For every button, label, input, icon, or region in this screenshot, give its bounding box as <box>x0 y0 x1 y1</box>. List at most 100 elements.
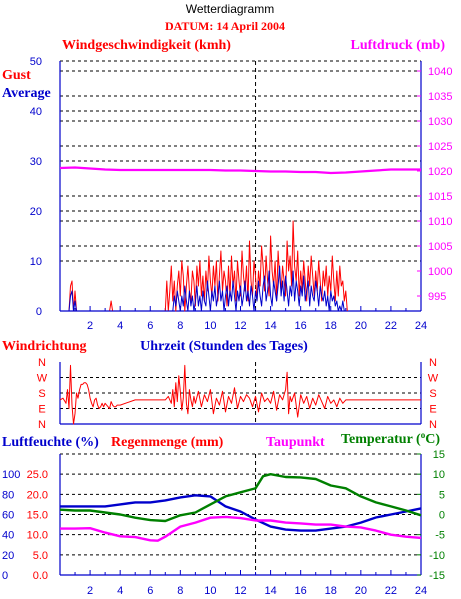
pressure-y-tick-label: 1035 <box>428 91 452 103</box>
pressure-y-tick-label: 1010 <box>428 216 452 228</box>
humidity-y-tick-label: 40 <box>2 530 14 542</box>
humidity-y-tick-label: 20 <box>2 550 14 562</box>
humidity-x-tick-label: 14 <box>264 585 276 597</box>
temp-y-tick-label: 0 <box>439 510 445 522</box>
humidity-y-tick-label: 60 <box>2 510 14 522</box>
temp-y-tick-label: -10 <box>429 550 445 562</box>
direction-y-tick-label-right: N <box>429 357 437 369</box>
wind-x-tick-label: 6 <box>147 320 153 332</box>
direction-y-tick-label-left: N <box>38 419 46 431</box>
direction-y-axis: N NW WS SE EN N <box>37 357 439 431</box>
wind-x-tick-label: 8 <box>177 320 183 332</box>
wind-x-tick-label: 22 <box>385 320 397 332</box>
wind-x-tick-label: 14 <box>264 320 276 332</box>
rain-y-tick-label: 20.0 <box>27 489 48 501</box>
humidity-series <box>59 473 422 542</box>
wind-x-axis: 2 4 6 8 10 12 14 16 18 20 22 24 <box>74 306 427 332</box>
wind-x-tick-label: 10 <box>204 320 216 332</box>
wind-y-tick-label: 40 <box>30 106 42 118</box>
humidity-x-tick-label: 2 <box>87 585 93 597</box>
direction-y-tick-label-left: E <box>38 404 45 416</box>
temp-y-tick-label: 15 <box>433 449 445 461</box>
wind-y-tick-label: 20 <box>30 206 42 218</box>
wind-x-tick-label: 4 <box>117 320 123 332</box>
humidity-y-axes: 0204060801000.05.010.015.020.025.0-15-10… <box>2 449 445 582</box>
pressure-y-tick-label: 1040 <box>428 66 452 78</box>
humidity-title: Luftfeuchte (%) <box>2 435 99 450</box>
humidity-x-tick-label: 24 <box>415 585 427 597</box>
temperature-title: Temperatur (oC) <box>341 430 440 447</box>
humidity-x-tick-label: 16 <box>295 585 307 597</box>
wind-x-tick-label: 18 <box>325 320 337 332</box>
rain-title: Regenmenge (mm) <box>111 435 224 450</box>
series-line-winddirection <box>59 364 421 425</box>
wind-title: Windgeschwindigkeit (kmh) <box>62 38 231 53</box>
wind-y-tick-label: 0 <box>36 306 42 318</box>
wind-x-tick-label: 12 <box>234 320 246 332</box>
pressure-y-axis: 995 1000 1005 1010 1015 1020 1025 1030 1035 1040 <box>417 66 452 303</box>
direction-y-tick-label-right: N <box>429 419 437 431</box>
temp-y-tick-label: -5 <box>435 530 445 542</box>
humidity-x-tick-label: 6 <box>147 585 153 597</box>
humidity-x-tick-label: 10 <box>204 585 216 597</box>
humidity-y-tick-label: 80 <box>2 489 14 501</box>
pressure-y-tick-label: 1005 <box>428 241 452 253</box>
wind-x-tick-label: 2 <box>87 320 93 332</box>
humidity-x-tick-label: 8 <box>177 585 183 597</box>
humidity-x-tick-label: 18 <box>325 585 337 597</box>
wind-x-tick-label: 16 <box>295 320 307 332</box>
series-line-average <box>68 265 346 312</box>
wind-direction-chart: N NW WS SE EN N <box>37 357 439 431</box>
pressure-y-tick-label: 1030 <box>428 116 452 128</box>
direction-y-tick-label-left: W <box>37 373 48 385</box>
wind-y-axis: 0 10 20 30 40 50 <box>30 56 42 318</box>
humidity-x-axis: 2 4 6 8 10 12 14 16 18 20 22 24 <box>74 570 427 597</box>
humidity-x-tick-label: 12 <box>234 585 246 597</box>
series-line-taupunkt <box>60 515 422 542</box>
humidity-y-tick-label: 100 <box>2 469 20 481</box>
rain-y-tick-label: 15.0 <box>27 510 48 522</box>
pressure-y-tick-label: 995 <box>428 291 446 303</box>
wind-x-tick-label: 20 <box>355 320 367 332</box>
wind-grid <box>59 60 422 312</box>
wind-series <box>59 166 421 312</box>
temp-y-tick-label: -15 <box>429 570 445 582</box>
time-axis-label: Uhrzeit (Stunden des Tages) <box>140 339 308 354</box>
wind-y-tick-label: 10 <box>30 256 42 268</box>
series-line-pressure <box>59 166 421 175</box>
wind-y-tick-label: 50 <box>30 56 42 68</box>
direction-y-tick-label-left: N <box>38 357 46 369</box>
direction-y-tick-label-right: S <box>429 388 436 400</box>
rain-y-tick-label: 0.0 <box>33 570 48 582</box>
direction-y-tick-label-right: E <box>429 404 436 416</box>
legend-average: Average <box>2 86 51 101</box>
humidity-temperature-chart: 0204060801000.05.010.015.020.025.0-15-10… <box>2 449 445 597</box>
direction-grid <box>59 362 422 425</box>
rain-y-tick-label: 25.0 <box>27 469 48 481</box>
rain-y-tick-label: 5.0 <box>33 550 48 562</box>
dewpoint-title: Taupunkt <box>266 435 325 450</box>
page-title: Wetterdiagramm <box>186 2 274 16</box>
legend-gust: Gust <box>2 68 31 83</box>
humidity-x-tick-label: 4 <box>117 585 123 597</box>
temp-y-tick-label: 10 <box>433 469 445 481</box>
date-label: DATUM: 14 April 2004 <box>165 19 285 33</box>
direction-y-tick-label-right: W <box>428 373 439 385</box>
wind-x-tick-label: 24 <box>415 320 427 332</box>
humidity-y-tick-label: 0 <box>2 570 8 582</box>
wind-y-tick-label: 30 <box>30 156 42 168</box>
temp-y-tick-label: 5 <box>439 489 445 501</box>
direction-y-tick-label-left: S <box>38 388 45 400</box>
rain-y-tick-label: 10.0 <box>27 530 48 542</box>
pressure-y-tick-label: 1025 <box>428 141 452 153</box>
direction-series <box>59 364 421 425</box>
pressure-y-tick-label: 1000 <box>428 266 452 278</box>
pressure-y-tick-label: 1020 <box>428 166 452 178</box>
humidity-x-tick-label: 22 <box>385 585 397 597</box>
humidity-x-tick-label: 20 <box>355 585 367 597</box>
pressure-y-tick-label: 1015 <box>428 191 452 203</box>
series-line-humidity <box>60 494 422 532</box>
pressure-title: Luftdruck (mb) <box>350 38 445 53</box>
